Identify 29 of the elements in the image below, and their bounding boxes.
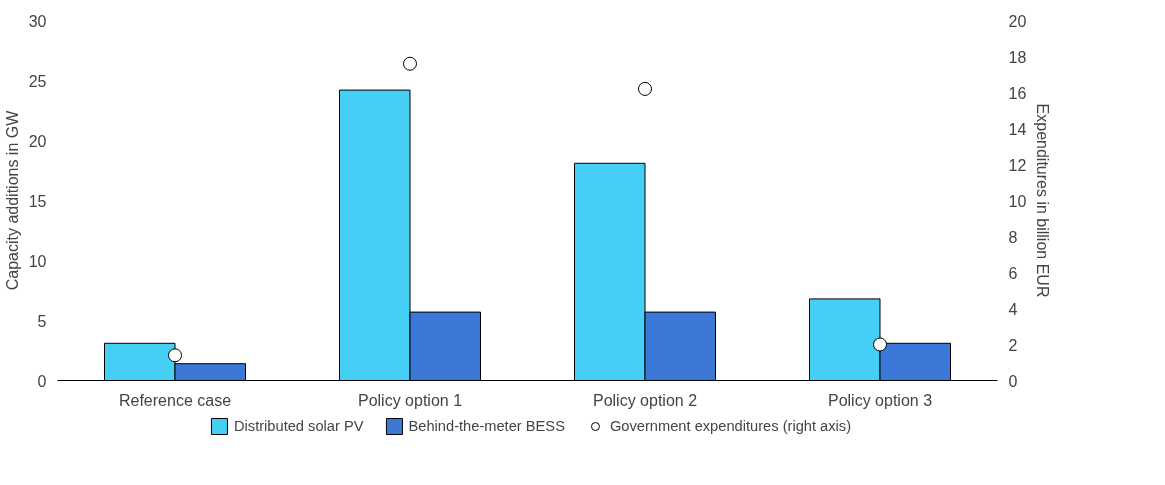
y2-tick-label: 18 <box>1008 48 1027 66</box>
legend-label: Behind-the-meter BESS <box>408 418 565 434</box>
y-tick-label: 25 <box>28 72 47 90</box>
y2-tick-label: 0 <box>1008 372 1018 390</box>
point <box>168 348 182 363</box>
y-tick-label: 10 <box>28 252 47 270</box>
legend-label: Government expenditures (right axis) <box>609 418 852 434</box>
y2-axis-title: Expenditures in billion EUR <box>1034 103 1052 298</box>
y2-tick-label: 12 <box>1008 156 1027 174</box>
y2-tick-label: 4 <box>1008 300 1018 318</box>
y-tick-label: 20 <box>28 132 47 150</box>
y2-tick-label: 14 <box>1008 120 1027 138</box>
point <box>873 337 887 352</box>
y-tick-label: 5 <box>37 312 47 330</box>
y-axis-title: Capacity additions in GW <box>3 109 21 291</box>
y2-tick-label: 16 <box>1008 84 1027 102</box>
y2-tick-label: 20 <box>1008 12 1027 30</box>
y-tick-label: 0 <box>37 372 47 390</box>
x-tick-label: Policy option 3 <box>827 391 933 409</box>
y2-tick-label: 10 <box>1008 192 1027 210</box>
x-tick-label: Policy option 1 <box>357 391 463 409</box>
x-tick-label: Reference case <box>118 391 232 409</box>
x-tick-label: Policy option 2 <box>592 391 698 409</box>
y-tick-label: 30 <box>28 12 47 30</box>
legend-label: Distributed solar PV <box>233 418 364 434</box>
y2-tick-label: 8 <box>1008 228 1018 246</box>
y2-tick-label: 2 <box>1008 336 1018 354</box>
y-tick-label: 15 <box>28 192 47 210</box>
y2-tick-label: 6 <box>1008 264 1018 282</box>
